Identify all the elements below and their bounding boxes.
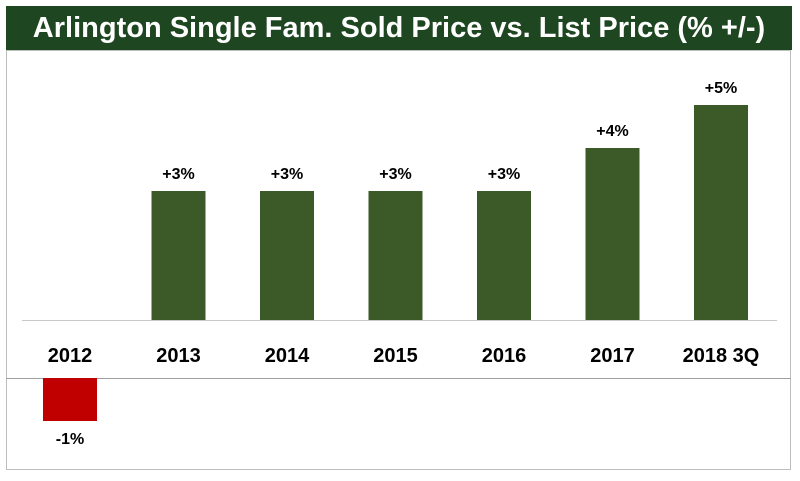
tick-label-2013: 2013 [156, 345, 201, 367]
data-label-2018-3q: +5% [705, 80, 737, 97]
bar-2014 [260, 191, 314, 320]
tick-label-2012: 2012 [48, 345, 93, 367]
data-label-2014: +3% [271, 166, 303, 183]
chart-title: Arlington Single Fam. Sold Price vs. Lis… [6, 6, 792, 50]
bar-2016 [477, 191, 531, 320]
bar-2012 [43, 378, 97, 421]
bar-2017 [585, 148, 640, 320]
bar-2018-3q [694, 105, 748, 320]
chart-frame [6, 50, 791, 470]
data-label-2015: +3% [379, 166, 411, 183]
bar-2015 [368, 191, 423, 320]
tick-labels-group: 2012 2013 2014 2015 2016 2017 2018 3Q [48, 345, 760, 367]
tick-label-2017: 2017 [590, 345, 635, 367]
data-label-2013: +3% [162, 166, 194, 183]
bar-2013 [151, 191, 206, 320]
tick-label-2015: 2015 [373, 345, 418, 367]
tick-label-2016: 2016 [482, 345, 527, 367]
tick-label-2014: 2014 [265, 345, 310, 367]
tick-label-2018-3q: 2018 3Q [683, 345, 760, 367]
data-label-2016: +3% [488, 166, 520, 183]
data-labels-group: -1% +3% +3% +3% +3% +4% +5% [56, 80, 737, 448]
bars-group [43, 105, 748, 421]
data-label-2017: +4% [596, 123, 628, 140]
data-label-2012: -1% [56, 431, 84, 448]
